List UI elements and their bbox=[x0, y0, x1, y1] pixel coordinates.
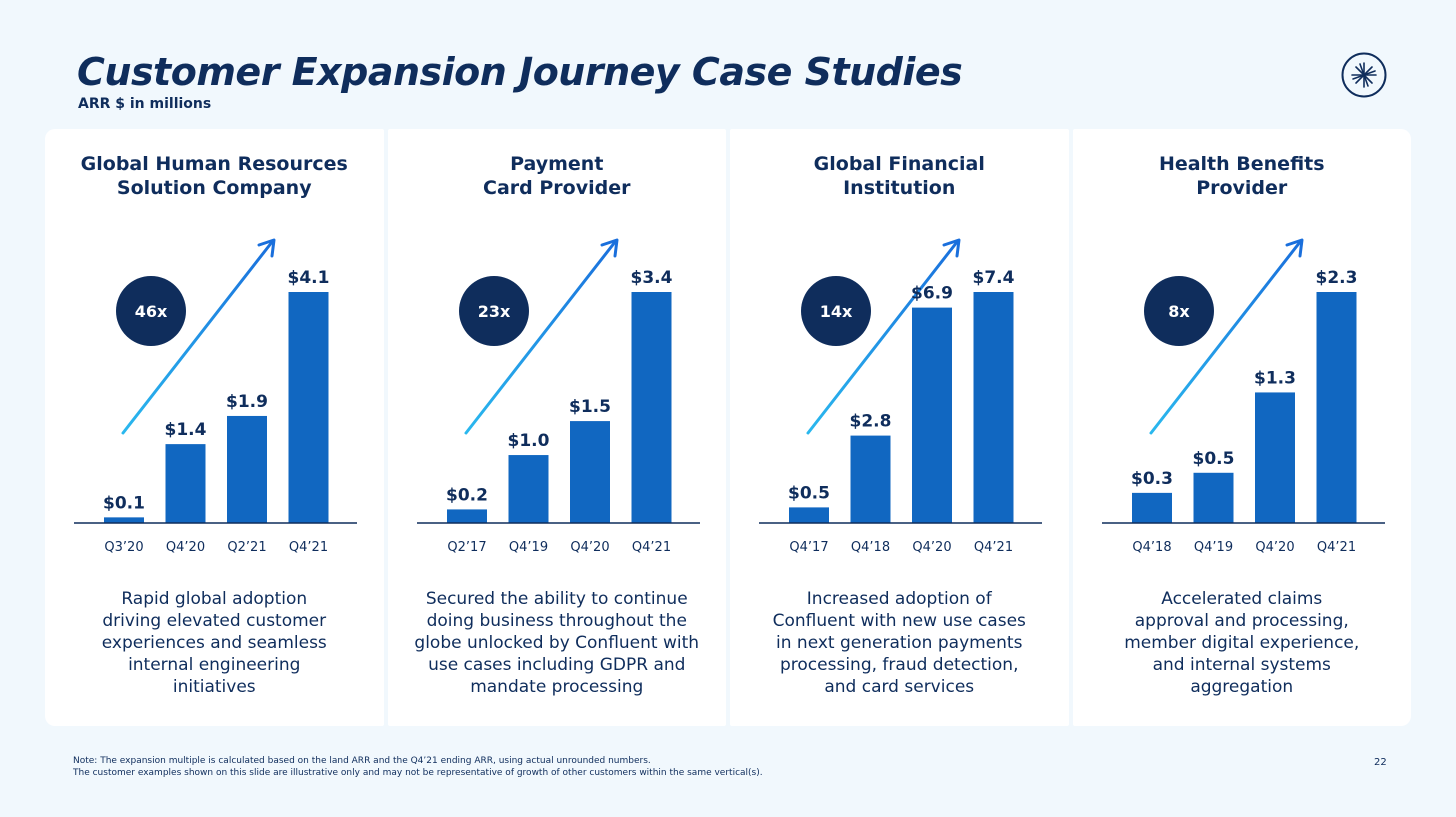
card-description: Increased adoption of Confluent with new… bbox=[772, 589, 1026, 697]
bar-value-label: $1.4 bbox=[165, 420, 207, 440]
confluent-logo-icon bbox=[1341, 52, 1387, 98]
expansion-multiple-label: 8x bbox=[1168, 302, 1190, 321]
bar-value-label: $3.4 bbox=[630, 268, 672, 288]
category-tick-label: Q4’17 bbox=[789, 540, 828, 555]
footnote-line: Note: The expansion multiple is calculat… bbox=[73, 756, 651, 766]
page-number: 22 bbox=[1374, 757, 1387, 768]
growth-arrow-icon bbox=[806, 238, 961, 435]
expansion-multiple-badge: 8x bbox=[1143, 276, 1214, 346]
case-study-card-financial: Global Financial Institution 14x $0.5 Q4’1… bbox=[730, 129, 1069, 726]
bar bbox=[227, 415, 267, 523]
page-title: Customer Expansion Journey Case Studies bbox=[77, 50, 963, 94]
growth-arrow-icon bbox=[1149, 238, 1303, 435]
case-study-card-payment: Payment Card Provider 23x $0.2 Q2’17 $1.0 Q4… bbox=[387, 129, 726, 726]
bar bbox=[165, 444, 206, 523]
footnote-line: The customer examples shown on this slid… bbox=[73, 768, 763, 778]
bar-value-label: $0.3 bbox=[1131, 469, 1173, 489]
category-tick-label: Q4’20 bbox=[570, 540, 609, 555]
case-study-card-hr: Global Human Resources Solution Company … bbox=[45, 129, 384, 726]
growth-arrow-icon bbox=[464, 238, 618, 435]
bar-value-label: $0.5 bbox=[788, 483, 830, 503]
bar-value-label: $0.1 bbox=[103, 493, 145, 513]
bar-value-label: $2.3 bbox=[1315, 268, 1357, 288]
bar bbox=[508, 455, 548, 523]
bar-value-label: $4.1 bbox=[288, 268, 330, 288]
bar-value-label: $0.5 bbox=[1192, 449, 1234, 469]
card-description: Rapid global adoption driving elevated c… bbox=[101, 589, 327, 697]
category-tick-label: Q4’18 bbox=[1132, 540, 1171, 555]
page-subtitle: ARR $ in millions bbox=[78, 96, 212, 112]
bar-value-label: $1.9 bbox=[226, 392, 268, 412]
expansion-multiple-label: 23x bbox=[477, 302, 510, 321]
category-tick-label: Q2’21 bbox=[227, 540, 266, 555]
category-tick-label: Q2’17 bbox=[447, 540, 486, 555]
category-tick-label: Q4’19 bbox=[1193, 540, 1232, 555]
bar-value-label: $6.9 bbox=[911, 284, 953, 304]
bar bbox=[446, 509, 487, 523]
arr-bar-chart: 46x $0.1 Q3’20 $1.4 Q4’20 $1.9 Q2’21 $4.1 Q4’21 bbox=[74, 238, 357, 555]
bar bbox=[288, 292, 329, 523]
case-study-card-health: Health Benefits Provider 8x $0.3 Q4’18 $0.5… bbox=[1072, 129, 1411, 726]
category-tick-label: Q4’21 bbox=[974, 540, 1013, 555]
expansion-multiple-label: 46x bbox=[135, 302, 168, 321]
category-tick-label: Q3’20 bbox=[104, 540, 143, 555]
bar bbox=[973, 292, 1014, 523]
expansion-multiple-label: 14x bbox=[820, 302, 853, 321]
bar-value-label: $1.5 bbox=[569, 397, 611, 417]
card-description: Accelerated claims approval and processi… bbox=[1124, 589, 1360, 697]
card-description: Secured the ability to continue doing bu… bbox=[414, 589, 700, 697]
category-tick-label: Q4’21 bbox=[631, 540, 670, 555]
category-tick-label: Q4’20 bbox=[166, 540, 205, 555]
arr-bar-chart: 23x $0.2 Q2’17 $1.0 Q4’19 $1.5 Q4’20 $3.4 Q4’21 bbox=[416, 238, 700, 555]
footnote: Note: The expansion multiple is calculat… bbox=[73, 755, 763, 779]
category-tick-label: Q4’20 bbox=[1255, 540, 1294, 555]
bar bbox=[104, 517, 144, 523]
bar bbox=[1316, 292, 1356, 523]
card-title: Global Human Resources Solution Company bbox=[80, 153, 348, 199]
bar bbox=[631, 292, 671, 523]
card-title: Global Financial Institution bbox=[813, 153, 985, 199]
case-study-cards: Global Human Resources Solution Company … bbox=[45, 129, 1411, 726]
arr-bar-chart: 8x $0.3 Q4’18 $0.5 Q4’19 $1.3 Q4’20 $2.3 Q4’21 bbox=[1101, 238, 1385, 555]
category-tick-label: Q4’21 bbox=[1316, 540, 1355, 555]
bar-value-label: $2.8 bbox=[850, 412, 892, 432]
card-title: Health Benefits Provider bbox=[1158, 153, 1325, 199]
bar-value-label: $0.2 bbox=[446, 485, 488, 505]
bar bbox=[1254, 392, 1295, 523]
category-tick-label: Q4’20 bbox=[912, 540, 951, 555]
bar bbox=[1193, 472, 1233, 523]
bar bbox=[789, 507, 829, 523]
bar bbox=[912, 307, 952, 523]
expansion-multiple-badge: 14x bbox=[801, 276, 871, 346]
expansion-multiple-badge: 23x bbox=[458, 276, 529, 346]
category-tick-label: Q4’18 bbox=[851, 540, 890, 555]
bar-value-label: $1.0 bbox=[507, 431, 549, 451]
growth-arrow-icon bbox=[121, 238, 276, 435]
category-tick-label: Q4’21 bbox=[289, 540, 328, 555]
card-title: Payment Card Provider bbox=[483, 153, 631, 199]
expansion-multiple-badge: 46x bbox=[116, 276, 186, 346]
bar bbox=[850, 435, 891, 523]
bar bbox=[569, 421, 610, 523]
bar-value-label: $7.4 bbox=[973, 268, 1015, 288]
category-tick-label: Q4’19 bbox=[508, 540, 547, 555]
arr-bar-chart: 14x $0.5 Q4’17 $2.8 Q4’18 $6.9 Q4’20 $7.4 Q4’21 bbox=[759, 238, 1042, 555]
bar bbox=[1131, 492, 1172, 523]
bar-value-label: $1.3 bbox=[1254, 368, 1296, 388]
